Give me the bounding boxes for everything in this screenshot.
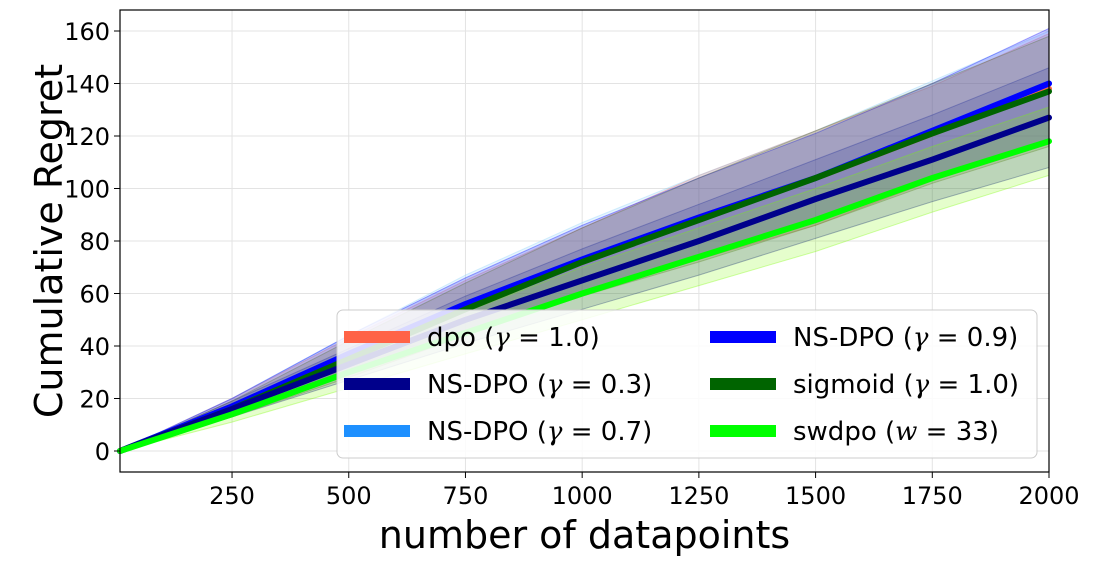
legend-param-value: 0.7 xyxy=(601,417,642,447)
legend-paren-open: ( xyxy=(877,417,895,447)
legend-equals: = xyxy=(510,323,548,353)
legend-entry-5: swdpo (w = 33) xyxy=(793,417,999,447)
y-tick-label: 80 xyxy=(79,228,110,256)
x-tick-label: 750 xyxy=(443,482,489,510)
x-tick-label: 1750 xyxy=(902,482,963,510)
y-tick-label: 100 xyxy=(64,176,110,204)
legend-swatch-2 xyxy=(344,425,410,437)
legend-param-symbol: γ xyxy=(547,417,563,447)
legend-param-symbol: γ xyxy=(913,323,929,353)
legend-param-symbol: γ xyxy=(547,370,563,400)
legend-equals: = xyxy=(917,417,955,447)
legend-paren-close: ) xyxy=(989,417,999,447)
legend-entry-3: NS-DPO (γ = 0.9) xyxy=(793,323,1018,353)
legend-paren-close: ) xyxy=(1009,370,1019,400)
series-line-5 xyxy=(117,138,1052,454)
legend-equals: = xyxy=(562,370,600,400)
legend-swatch-0 xyxy=(344,331,410,343)
x-tick-label: 1250 xyxy=(668,482,729,510)
y-axis-label: Cumulative Regret xyxy=(27,64,71,418)
legend-param-value: 0.9 xyxy=(967,323,1008,353)
x-axis-label: number of datapoints xyxy=(379,513,790,557)
legend-paren-close: ) xyxy=(1008,323,1018,353)
x-tick-label: 250 xyxy=(209,482,255,510)
x-tick-label: 2000 xyxy=(1018,482,1079,510)
x-tick-label: 1000 xyxy=(552,482,613,510)
y-tick-label: 140 xyxy=(64,71,110,99)
legend-paren-open: ( xyxy=(529,417,547,447)
legend-paren-close: ) xyxy=(590,323,600,353)
y-tick-label: 120 xyxy=(64,123,110,151)
legend-series-name: sigmoid xyxy=(793,370,895,400)
legend-paren-open: ( xyxy=(529,370,547,400)
y-tick-label: 60 xyxy=(79,281,110,309)
legend-paren-open: ( xyxy=(476,323,494,353)
legend-param-symbol: γ xyxy=(914,370,930,400)
legend-series-name: NS-DPO xyxy=(427,417,529,447)
legend-equals: = xyxy=(562,417,600,447)
legend-swatch-4 xyxy=(710,378,776,390)
legend-swatch-3 xyxy=(710,331,776,343)
legend-entry-4: sigmoid (γ = 1.0) xyxy=(793,370,1019,400)
legend-param-value: 33 xyxy=(956,417,989,447)
legend-param-value: 1.0 xyxy=(968,370,1009,400)
legend-paren-open: ( xyxy=(895,323,913,353)
legend-param-value: 0.3 xyxy=(601,370,642,400)
legend: dpo (γ = 1.0)NS-DPO (γ = 0.3)NS-DPO (γ =… xyxy=(336,309,1038,459)
legend-series-name: dpo xyxy=(427,323,476,353)
series-line-1 xyxy=(117,114,1052,454)
y-tick-label: 160 xyxy=(64,18,110,46)
axis-ticks: 250 500 750 1000 1250 1500 1750 2000 0 20 40 60 80 10… xyxy=(64,18,1079,510)
series-lines xyxy=(117,80,1052,454)
legend-param-symbol: γ xyxy=(494,323,510,353)
y-tick-label: 0 xyxy=(95,438,110,466)
legend-entry-1: NS-DPO (γ = 0.3) xyxy=(427,370,652,400)
legend-series-name: NS-DPO xyxy=(793,323,895,353)
legend-series-name: swdpo xyxy=(793,417,877,447)
legend-swatch-1 xyxy=(344,378,410,390)
legend-param-value: 1.0 xyxy=(548,323,589,353)
x-tick-label: 1500 xyxy=(785,482,846,510)
legend-paren-close: ) xyxy=(642,417,652,447)
legend-equals: = xyxy=(928,323,966,353)
legend-entry-2: NS-DPO (γ = 0.7) xyxy=(427,417,652,447)
legend-param-symbol: w xyxy=(895,417,917,447)
x-tick-label: 500 xyxy=(326,482,372,510)
legend-swatch-5 xyxy=(710,425,776,437)
legend-paren-close: ) xyxy=(642,370,652,400)
legend-entry-0: dpo (γ = 1.0) xyxy=(427,323,600,353)
y-tick-label: 40 xyxy=(79,333,110,361)
legend-equals: = xyxy=(929,370,967,400)
legend-box xyxy=(336,309,1038,459)
y-tick-label: 20 xyxy=(79,386,110,414)
legend-paren-open: ( xyxy=(895,370,913,400)
legend-series-name: NS-DPO xyxy=(427,370,529,400)
